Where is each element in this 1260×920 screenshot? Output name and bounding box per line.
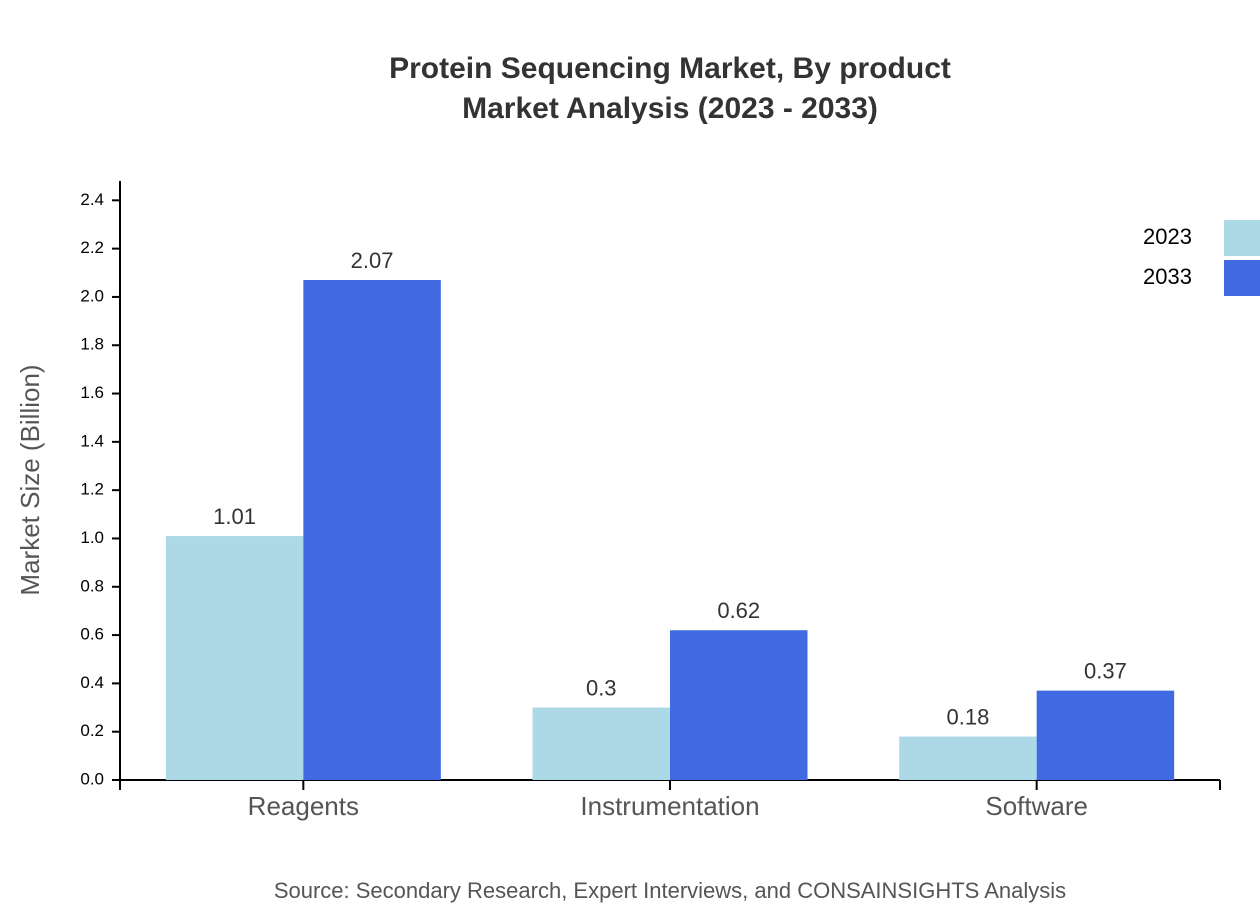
value-label: 0.3	[586, 675, 617, 700]
bar	[165, 536, 304, 780]
y-tick-label: 1.4	[80, 431, 104, 450]
x-tick-label: Software	[985, 791, 1088, 821]
bar	[899, 736, 1037, 780]
bar	[1036, 690, 1175, 780]
y-tick-label: 1.8	[80, 335, 104, 354]
legend-label: 2033	[1143, 264, 1192, 289]
y-tick-label: 2.4	[80, 190, 104, 209]
chart-subtitle: Market Analysis (2023 - 2033)	[462, 92, 878, 125]
y-tick-label: 0.8	[80, 576, 104, 595]
value-label: 1.01	[213, 504, 256, 529]
y-tick-label: 0.0	[80, 769, 104, 788]
legend-swatch	[1224, 220, 1260, 256]
x-tick-label: Reagents	[248, 791, 359, 821]
y-tick-label: 0.6	[80, 625, 104, 644]
y-tick-label: 2.2	[80, 238, 104, 257]
value-label: 2.07	[351, 248, 394, 273]
x-tick-label: Instrumentation	[580, 791, 759, 821]
bar	[670, 630, 808, 780]
legend-label: 2023	[1143, 224, 1192, 249]
y-axis-label: Market Size (Billion)	[15, 364, 45, 595]
bar	[532, 707, 670, 780]
source-note: Source: Secondary Research, Expert Inter…	[274, 878, 1066, 903]
value-label: 0.18	[947, 704, 990, 729]
y-tick-label: 2.0	[80, 286, 104, 305]
y-tick-label: 1.0	[80, 528, 104, 547]
value-label: 0.62	[717, 598, 760, 623]
chart-title: Protein Sequencing Market, By product	[389, 52, 951, 85]
y-tick-label: 0.4	[80, 673, 104, 692]
y-tick-label: 1.6	[80, 383, 104, 402]
y-tick-label: 1.2	[80, 480, 104, 499]
legend-swatch	[1224, 260, 1260, 296]
y-tick-label: 0.2	[80, 721, 104, 740]
bar	[303, 280, 441, 780]
value-label: 0.37	[1084, 658, 1127, 683]
